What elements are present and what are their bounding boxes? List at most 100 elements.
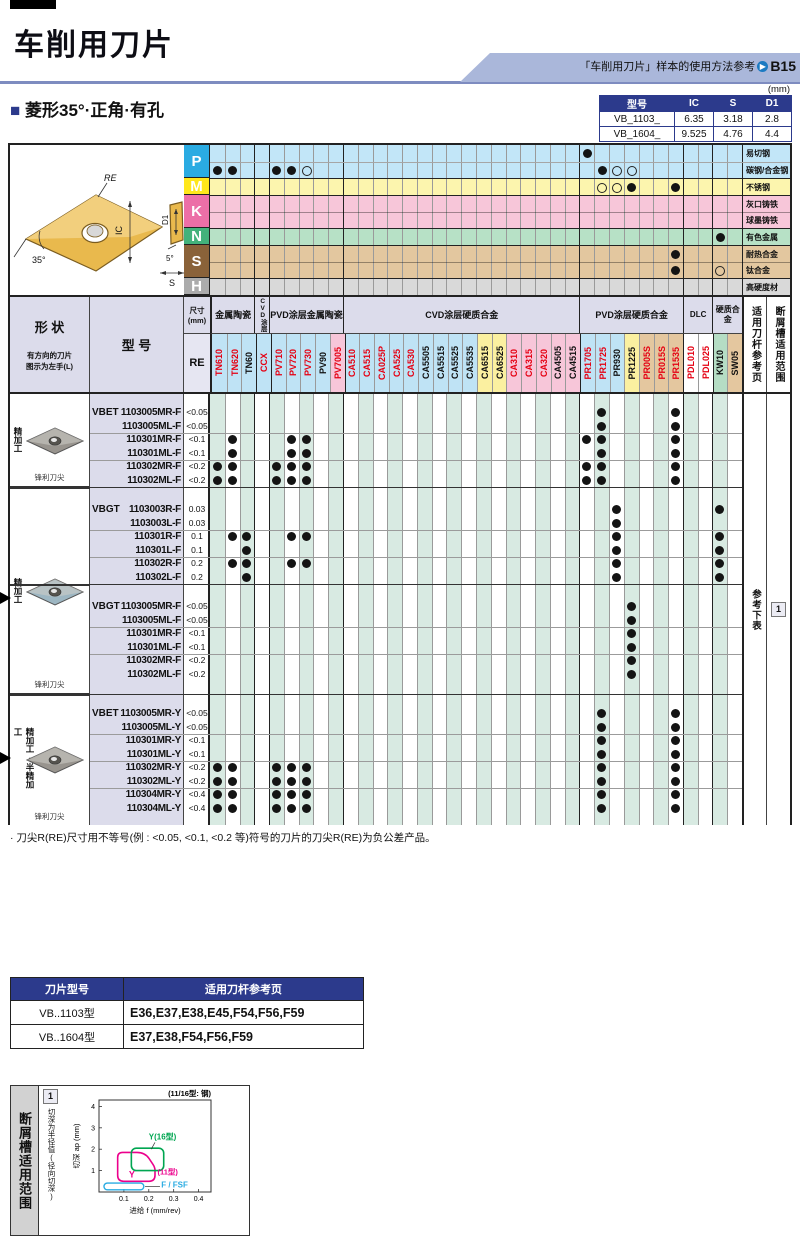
matrix-cell bbox=[682, 246, 698, 263]
matrix-cell bbox=[431, 229, 447, 246]
grade-name-cell: PR1535 bbox=[668, 334, 684, 392]
grade-column-stripe bbox=[638, 488, 654, 585]
availability-dot bbox=[227, 776, 237, 786]
shape-header-note: 有方向的刀片 图示为左手(L) bbox=[25, 351, 74, 371]
availability-dot bbox=[227, 763, 237, 773]
matrix-cell bbox=[564, 179, 580, 196]
matrix-cell bbox=[210, 229, 225, 246]
grade-cell bbox=[520, 707, 535, 721]
grade-name: CA5505 bbox=[420, 346, 431, 380]
matrix-cell bbox=[475, 196, 491, 213]
matrix-cell bbox=[210, 246, 225, 263]
availability-dot bbox=[597, 166, 607, 176]
grade-cell bbox=[269, 474, 284, 488]
grade-cell bbox=[402, 571, 417, 585]
grade-column-stripe bbox=[638, 394, 654, 488]
grade-cell bbox=[727, 530, 742, 544]
grade-cell bbox=[476, 748, 491, 762]
matrix-cell bbox=[623, 262, 639, 280]
matrix-cell bbox=[594, 179, 609, 196]
grade-cell bbox=[358, 721, 373, 735]
matrix-cell bbox=[535, 162, 550, 180]
grade-name: CA320 bbox=[538, 348, 549, 377]
grade-cell bbox=[535, 447, 550, 461]
grade-column-stripe bbox=[387, 394, 403, 488]
grade-cell bbox=[624, 600, 639, 614]
model-row: 110302MR-Y bbox=[90, 761, 184, 775]
grade-cell bbox=[269, 460, 284, 474]
grade-cell bbox=[609, 571, 624, 585]
grade-cell bbox=[668, 503, 683, 517]
grade-cell bbox=[225, 530, 240, 544]
matrix-cell bbox=[298, 196, 314, 213]
grade-cell bbox=[565, 571, 580, 585]
availability-dot bbox=[286, 435, 296, 445]
availability-dot bbox=[597, 763, 607, 773]
spec-row: VB_1103_ 6.35 3.18 2.8 bbox=[599, 111, 792, 127]
grade-cell bbox=[609, 775, 624, 789]
dot-row bbox=[210, 503, 742, 517]
grade-column-stripe bbox=[461, 585, 476, 695]
grade-cell bbox=[609, 557, 624, 571]
grade-cell bbox=[506, 614, 521, 628]
grade-column-stripe bbox=[328, 394, 343, 488]
availability-dot bbox=[626, 642, 636, 652]
availability-dot bbox=[301, 790, 311, 800]
holder-row: VB..1604型 E37,E38,F54,F56,F59 bbox=[10, 1024, 364, 1049]
grade-cell bbox=[284, 433, 299, 447]
grade-cell bbox=[639, 788, 654, 802]
grade-cell bbox=[712, 654, 727, 668]
grade-cell bbox=[343, 460, 358, 474]
grade-cell bbox=[491, 734, 506, 748]
grade-column-stripe bbox=[387, 695, 403, 825]
matrix-cell bbox=[372, 162, 388, 180]
grade-cell bbox=[432, 406, 447, 420]
model-row: 110304MR-Y bbox=[90, 788, 184, 802]
matrix-cell bbox=[549, 262, 565, 280]
grade-cell bbox=[343, 721, 358, 735]
matrix-cell bbox=[328, 196, 343, 213]
matrix-cell bbox=[254, 212, 270, 230]
grade-cell bbox=[520, 557, 535, 571]
panel-sidebar-title: 断屑槽适用范围 bbox=[11, 1086, 39, 1235]
matrix-cell bbox=[608, 145, 624, 162]
model-row: 110304ML-Y bbox=[90, 802, 184, 816]
matrix-cell bbox=[298, 279, 314, 296]
grade-cell bbox=[210, 447, 225, 461]
matrix-cell bbox=[239, 196, 255, 213]
matrix-cell bbox=[697, 279, 713, 296]
grade-name-cell: SW05 bbox=[727, 334, 742, 392]
grade-cell bbox=[313, 788, 328, 802]
grade-cell bbox=[712, 707, 727, 721]
svg-text:RE: RE bbox=[104, 173, 117, 183]
grade-cell bbox=[313, 668, 328, 682]
matrix-cell bbox=[727, 262, 742, 280]
model-row: VBET 1103005MR-F bbox=[90, 406, 184, 420]
grade-cell bbox=[387, 503, 402, 517]
model-column-bg bbox=[90, 488, 184, 585]
matrix-cell bbox=[357, 229, 373, 246]
grade-cell bbox=[727, 433, 742, 447]
grade-cell bbox=[535, 627, 550, 641]
grade-cell bbox=[506, 641, 521, 655]
matrix-cell bbox=[416, 229, 432, 246]
grade-cell bbox=[594, 707, 609, 721]
grade-cell bbox=[432, 654, 447, 668]
grade-cell bbox=[491, 775, 506, 789]
grade-cell bbox=[210, 557, 225, 571]
grade-cell bbox=[210, 600, 225, 614]
dot-row bbox=[210, 761, 742, 775]
grade-cell bbox=[240, 571, 255, 585]
grade-cell bbox=[284, 748, 299, 762]
grade-cell bbox=[299, 474, 314, 488]
matrix-cell bbox=[668, 262, 683, 280]
matrix-stripe bbox=[210, 229, 742, 246]
grade-cell bbox=[284, 707, 299, 721]
grade-column-stripe bbox=[623, 695, 639, 825]
grade-cell bbox=[624, 748, 639, 762]
grade-column-stripe bbox=[387, 585, 403, 695]
re-value: <0.05 bbox=[186, 721, 208, 732]
matrix-cell bbox=[239, 179, 255, 196]
insert-model-number: 1103003R-F bbox=[128, 504, 181, 515]
availability-dot bbox=[271, 475, 281, 485]
